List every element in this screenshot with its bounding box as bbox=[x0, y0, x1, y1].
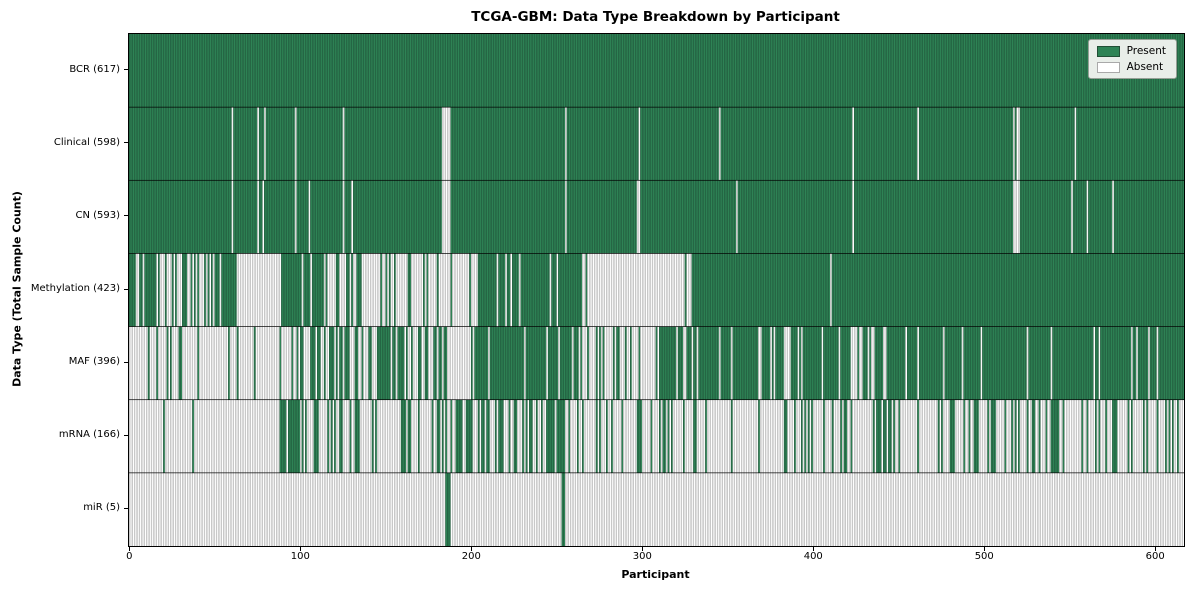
x-tick-label-0: 0 bbox=[126, 551, 133, 562]
y-tick-mark bbox=[124, 215, 128, 217]
absent-swatch bbox=[1096, 61, 1120, 73]
legend-label-absent: Absent bbox=[1126, 61, 1164, 73]
y-tick-mark bbox=[124, 507, 128, 509]
x-tick-label-100: 100 bbox=[290, 551, 310, 562]
x-tick-label-300: 300 bbox=[632, 551, 652, 562]
y-tick-label-Clinical: Clinical (598) bbox=[53, 136, 120, 148]
x-axis-label: Participant bbox=[621, 568, 690, 581]
x-tick-mark bbox=[642, 546, 644, 551]
y-tick-label-miR: miR (5) bbox=[83, 502, 120, 514]
plot-area: Present Absent bbox=[128, 33, 1185, 547]
y-tick-mark bbox=[124, 288, 128, 290]
y-tick-label-MAF: MAF (396) bbox=[68, 356, 120, 368]
x-tick-mark bbox=[984, 546, 986, 551]
y-tick-mark bbox=[124, 69, 128, 71]
legend-item-present: Present bbox=[1096, 45, 1166, 57]
y-tick-mark bbox=[124, 361, 128, 363]
x-tick-mark bbox=[1155, 546, 1157, 551]
x-tick-mark bbox=[129, 546, 131, 551]
x-tick-mark bbox=[813, 546, 815, 551]
legend-label-present: Present bbox=[1126, 45, 1166, 57]
y-tick-label-CN: CN (593) bbox=[75, 209, 120, 221]
x-tick-mark bbox=[300, 546, 302, 551]
y-tick-label-BCR: BCR (617) bbox=[69, 63, 120, 75]
chart-title: TCGA-GBM: Data Type Breakdown by Partici… bbox=[471, 9, 840, 25]
presence-matrix bbox=[129, 34, 1184, 546]
x-tick-label-600: 600 bbox=[1145, 551, 1165, 562]
legend: Present Absent bbox=[1087, 39, 1177, 79]
y-tick-label-mRNA: mRNA (166) bbox=[58, 429, 120, 441]
x-tick-label-400: 400 bbox=[803, 551, 823, 562]
present-swatch bbox=[1096, 45, 1120, 57]
x-tick-label-200: 200 bbox=[461, 551, 481, 562]
y-tick-mark bbox=[124, 142, 128, 144]
x-tick-mark bbox=[471, 546, 473, 551]
y-tick-mark bbox=[124, 434, 128, 436]
x-tick-label-500: 500 bbox=[974, 551, 994, 562]
legend-item-absent: Absent bbox=[1096, 61, 1166, 73]
y-tick-label-Methylation: Methylation (423) bbox=[30, 283, 120, 294]
